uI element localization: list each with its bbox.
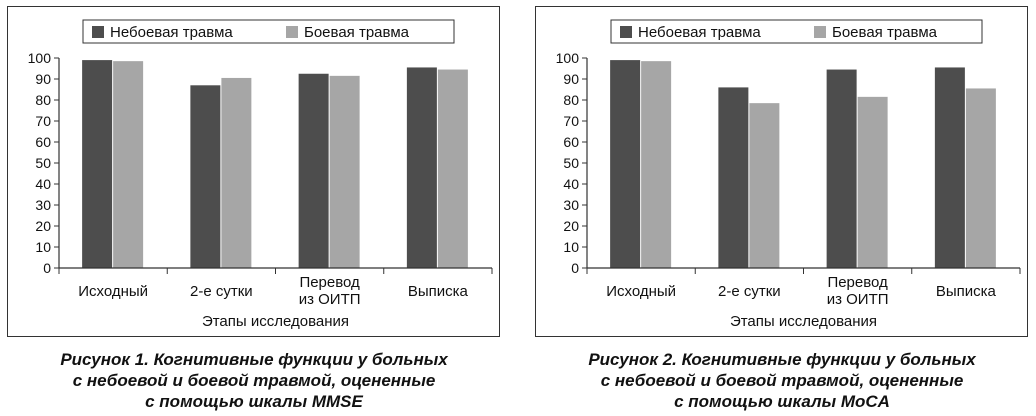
y-tick-label: 40: [563, 176, 579, 192]
x-tick-label: из ОИТП: [299, 291, 361, 308]
chart-1: Небоевая травма Боевая травма 0 10 20 30 40 50 6…: [28, 19, 493, 330]
bar: [406, 67, 437, 268]
y-tick-label: 80: [563, 92, 579, 108]
legend-swatch: [814, 26, 826, 38]
legend-label: Небоевая травма: [638, 24, 761, 41]
legend-label: Боевая травма: [304, 24, 410, 41]
legend: Небоевая травма Боевая травма: [610, 19, 983, 44]
y-tick-label: 60: [563, 134, 579, 150]
y-tick-label: 100: [28, 50, 52, 66]
x-tick-label: 2-е сутки: [718, 283, 781, 300]
y-tick-label: 70: [35, 113, 51, 129]
figure-caption: Рисунок 2. Когнитивные функции у больных…: [528, 349, 1036, 412]
x-axis-label: Этапы исследования: [202, 313, 349, 330]
x-tick-label: Исходный: [606, 283, 676, 300]
y-tick-label: 30: [35, 197, 51, 213]
figure-1: Небоевая травма Боевая травма 0 10 20 30 40 50 6…: [0, 0, 508, 416]
bar: [826, 69, 857, 268]
bar: [113, 61, 144, 269]
bar: [190, 85, 221, 268]
legend-box: [610, 19, 983, 44]
caption-line: Рисунок 2. Когнитивные функции у больных: [588, 350, 976, 369]
legend-label: Боевая травма: [832, 24, 938, 41]
y-tick-label: 40: [35, 176, 51, 192]
x-tick-label: Перевод: [299, 274, 360, 291]
legend-label: Небоевая травма: [110, 24, 233, 41]
y-tick-label: 60: [35, 134, 51, 150]
bar: [610, 60, 641, 268]
y-tick-label: 80: [35, 92, 51, 108]
y-tick-label: 0: [571, 260, 579, 276]
chart-frame: Небоевая травма Боевая травма 0 10 20 30 40 50 6…: [7, 6, 500, 337]
y-tick-label: 10: [563, 239, 579, 255]
legend-box: [82, 19, 455, 44]
y-tick-label: 30: [563, 197, 579, 213]
y-tick-label: 0: [43, 260, 51, 276]
bar: [82, 60, 113, 268]
legend-swatch: [620, 26, 632, 38]
bar: [934, 67, 965, 268]
caption-line: с помощью шкалы MMSE: [145, 392, 363, 411]
y-tick-label: 70: [563, 113, 579, 129]
x-tick-label: 2-е сутки: [190, 283, 253, 300]
chart-2: Небоевая травма Боевая травма 0 10 20 30 40 50 6…: [556, 19, 1021, 330]
bar: [749, 103, 780, 269]
y-tick-label: 100: [556, 50, 580, 66]
figure-2: Небоевая травма Боевая травма 0 10 20 30 40 50 6…: [528, 0, 1036, 416]
bar: [718, 87, 749, 269]
y-tick-label: 90: [35, 71, 51, 87]
bar: [641, 61, 672, 269]
y-tick-label: 10: [35, 239, 51, 255]
bar: [329, 75, 360, 268]
y-tick-label: 90: [563, 71, 579, 87]
bar: [437, 69, 468, 268]
y-tick-label: 50: [563, 155, 579, 171]
x-tick-label: Выписка: [936, 283, 997, 300]
caption-line: с небоевой и боевой травмой, оцененные: [600, 371, 964, 390]
legend: Небоевая травма Боевая травма: [82, 19, 455, 44]
x-axis-label: Этапы исследования: [730, 313, 877, 330]
chart-frame: Небоевая травма Боевая травма 0 10 20 30 40 50 6…: [535, 6, 1028, 337]
bar: [965, 88, 996, 268]
caption-line: Рисунок 1. Когнитивные функции у больных: [60, 350, 448, 369]
y-tick-label: 20: [563, 218, 579, 234]
bar: [298, 73, 329, 268]
legend-swatch: [286, 26, 298, 38]
bar: [857, 96, 888, 268]
figure-caption: Рисунок 1. Когнитивные функции у больных…: [0, 349, 508, 412]
bar: [221, 77, 252, 268]
legend-swatch: [92, 26, 104, 38]
x-tick-label: Выписка: [408, 283, 469, 300]
y-tick-label: 50: [35, 155, 51, 171]
x-tick-label: Исходный: [78, 283, 148, 300]
x-tick-label: из ОИТП: [827, 291, 889, 308]
caption-line: с помощью шкалы MoCA: [674, 392, 890, 411]
x-tick-label: Перевод: [827, 274, 888, 291]
caption-line: с небоевой и боевой травмой, оцененные: [72, 371, 436, 390]
y-tick-label: 20: [35, 218, 51, 234]
